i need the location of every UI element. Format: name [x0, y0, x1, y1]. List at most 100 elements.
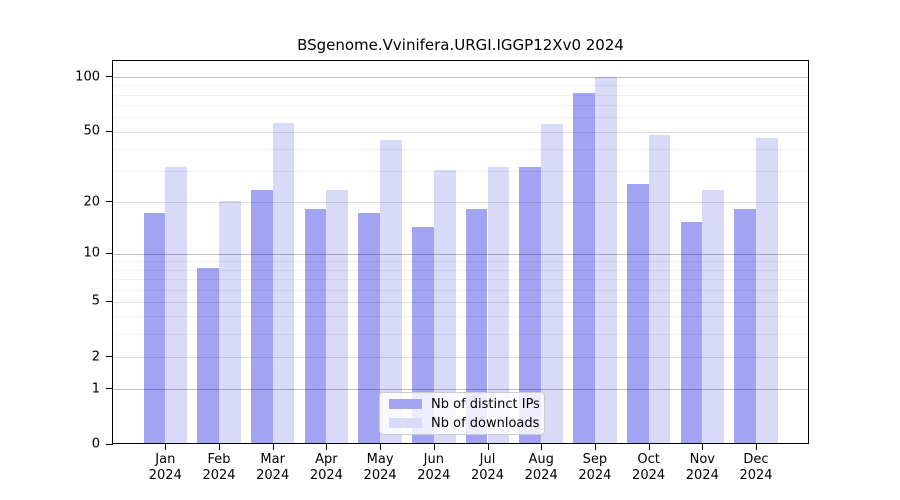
- x-tick-label-may: May 2024: [364, 452, 397, 484]
- x-tick-label-line: Sep: [582, 452, 608, 467]
- x-tick-label-line: 2024: [524, 468, 558, 483]
- bar-downloads-jan: [165, 167, 188, 443]
- x-tick-mark: [594, 443, 596, 450]
- x-tick-mark: [541, 443, 543, 450]
- bar-ips-may: [358, 212, 381, 443]
- x-tick-label-line: Feb: [207, 452, 231, 467]
- gridline-decade: [113, 77, 808, 79]
- x-tick-label-line: 2024: [685, 468, 719, 483]
- gridline-mid: [113, 301, 808, 303]
- x-tick-label-apr: Apr 2024: [310, 452, 343, 484]
- bar-downloads-jul: [487, 167, 510, 443]
- bar-downloads-sep: [594, 77, 617, 443]
- x-tick-mark: [702, 443, 704, 450]
- bar-ips-mar: [250, 190, 273, 443]
- x-tick-label-line: 2024: [309, 468, 343, 483]
- gridline-decade: [113, 253, 808, 255]
- y-tick-label: 5: [91, 293, 100, 309]
- gridline-minor: [113, 279, 808, 280]
- x-tick-label-nov: Nov 2024: [686, 452, 719, 484]
- x-tick-label-line: 2024: [578, 468, 612, 483]
- x-tick-label-line: Jul: [479, 452, 496, 467]
- x-tick-mark: [648, 443, 650, 450]
- y-tick-label: 50: [83, 123, 100, 139]
- x-tick-mark: [326, 443, 328, 450]
- y-tick-label: 10: [83, 245, 100, 261]
- x-tick-mark: [487, 443, 489, 450]
- x-tick-mark: [165, 443, 167, 450]
- x-tick-label-line: Jan: [155, 452, 176, 467]
- x-tick-label-mar: Mar 2024: [256, 452, 289, 484]
- plot-area: Nb of distinct IPs Nb of downloads: [112, 60, 809, 444]
- y-tick-label: 2: [91, 349, 100, 365]
- y-tick-label: 20: [83, 194, 100, 210]
- x-tick-mark: [433, 443, 435, 450]
- gridline-minor: [113, 269, 808, 271]
- gridline-mid: [113, 131, 808, 133]
- gridline-minor: [113, 85, 808, 87]
- x-tick-label-line: 2024: [470, 468, 505, 483]
- bar-downloads-may: [380, 140, 402, 443]
- x-tick-mark: [380, 443, 382, 450]
- x-tick-label-jan: Jan 2024: [149, 452, 182, 484]
- gridline-minor: [113, 171, 808, 173]
- bar-downloads-dec: [756, 138, 778, 443]
- x-tick-label-line: Dec: [743, 452, 769, 467]
- bar-ips-oct: [626, 183, 649, 443]
- y-tick-mark: [106, 388, 113, 390]
- gridline-minor: [113, 94, 808, 96]
- bar-ips-jan: [143, 212, 166, 443]
- x-tick-mark: [272, 443, 274, 450]
- gridline-minor: [113, 316, 808, 318]
- bar-downloads-mar: [272, 122, 295, 443]
- x-tick-mark: [219, 443, 220, 450]
- x-tick-label-line: Apr: [315, 452, 338, 467]
- x-tick-label-line: Nov: [689, 452, 715, 467]
- bar-downloads-nov: [702, 190, 725, 443]
- y-tick-label: 1: [91, 381, 100, 397]
- bar-ips-nov: [680, 222, 703, 443]
- bar-ips-jul: [465, 208, 488, 443]
- x-tick-label-jun: Jun 2024: [417, 452, 450, 484]
- gridline-minor: [113, 148, 808, 150]
- legend-label: Nb of downloads: [431, 415, 540, 431]
- y-tick-label: 0: [91, 436, 100, 452]
- bar-ips-apr: [304, 208, 327, 443]
- x-tick-label-line: 2024: [417, 468, 451, 483]
- y-tick-mark: [106, 252, 113, 254]
- x-tick-label-line: Mar: [260, 452, 285, 467]
- bar-ips-aug: [519, 167, 542, 443]
- bar-ips-jun: [412, 227, 434, 443]
- gridline-mid: [113, 202, 808, 204]
- x-tick-mark: [756, 443, 757, 450]
- bar-ips-feb: [197, 268, 219, 443]
- legend-swatch: [389, 418, 422, 428]
- legend-entry: Nb of downloads: [389, 416, 539, 431]
- gridline-mid: [113, 357, 808, 359]
- x-tick-label-dec: Dec 2024: [739, 452, 772, 484]
- legend-swatch: [389, 399, 422, 409]
- gridline-minor: [113, 261, 808, 263]
- bar-downloads-oct: [648, 134, 671, 443]
- gridline-decade: [113, 389, 808, 391]
- y-tick-mark: [106, 76, 113, 78]
- legend: Nb of distinct IPs Nb of downloads: [379, 392, 545, 435]
- gridline-minor: [113, 117, 808, 119]
- x-tick-label-sep: Sep 2024: [578, 452, 611, 484]
- legend-label: Nb of distinct IPs: [431, 396, 540, 412]
- x-axis-labels: Jan 2024 Feb 2024 Mar 2024 Apr 2024 May 2024 Jun 20…: [0, 452, 900, 492]
- bar-downloads-jun: [433, 169, 456, 443]
- y-tick-mark: [106, 300, 113, 302]
- x-tick-label-jul: Jul 2024: [471, 452, 504, 484]
- bar-downloads-aug: [541, 124, 563, 443]
- x-tick-label-aug: Aug 2024: [525, 452, 558, 484]
- x-tick-label-oct: Oct 2024: [632, 452, 665, 484]
- x-tick-label-line: May: [366, 452, 394, 467]
- bar-downloads-apr: [326, 190, 349, 443]
- legend-entry: Nb of distinct IPs: [389, 397, 540, 412]
- x-tick-label-line: 2024: [739, 468, 773, 483]
- y-tick-mark: [106, 130, 113, 132]
- bar-ips-sep: [573, 93, 595, 443]
- gridline-minor: [113, 289, 808, 291]
